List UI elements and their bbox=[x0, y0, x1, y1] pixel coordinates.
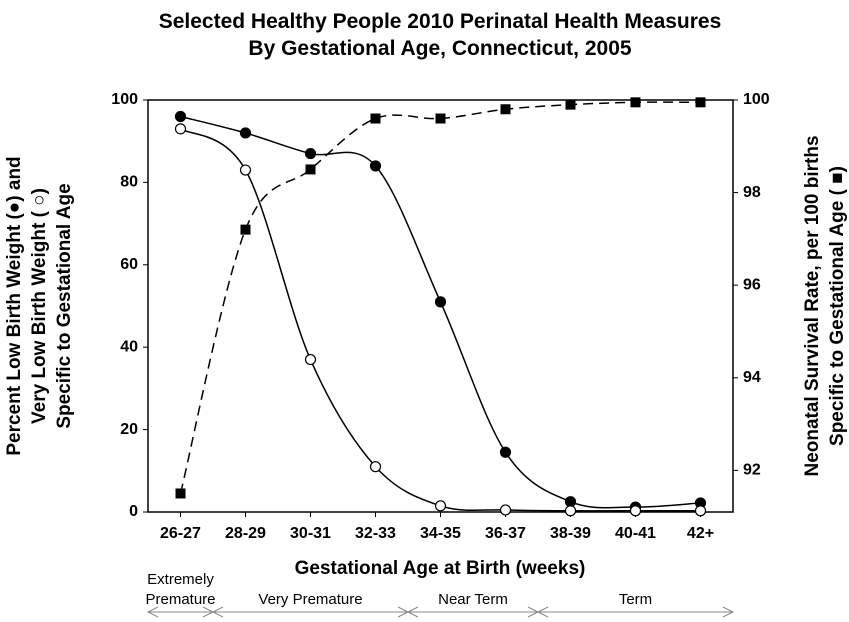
marker-circle bbox=[369, 461, 382, 473]
y2-tick-label: 96 bbox=[743, 276, 761, 293]
y2-tick-label: 94 bbox=[743, 369, 761, 386]
x-tick-label: 40-41 bbox=[615, 525, 656, 542]
marker-circle bbox=[304, 353, 317, 366]
x-tick-label: 36-37 bbox=[485, 525, 526, 542]
marker-circle bbox=[174, 110, 187, 123]
marker-square bbox=[630, 97, 641, 108]
y2-tick-label: 100 bbox=[743, 91, 770, 108]
chart-title: Selected Healthy People 2010 Perinatal H… bbox=[159, 10, 722, 33]
arrow-head bbox=[146, 606, 159, 618]
marker-circle bbox=[304, 147, 317, 160]
annotation-text: Near Term bbox=[438, 591, 508, 608]
series-line bbox=[180, 115, 701, 509]
series-line bbox=[180, 128, 701, 512]
annotation-text: Term bbox=[619, 591, 652, 608]
y-tick-label: 40 bbox=[120, 338, 138, 355]
y-tick-label: 100 bbox=[111, 91, 138, 108]
marker-circle bbox=[499, 504, 512, 516]
marker-circle bbox=[694, 505, 707, 517]
marker-square bbox=[435, 113, 446, 124]
y2-axis-label-line: Specific to Gestational Age ( ■) bbox=[827, 166, 848, 446]
marker-circle bbox=[434, 500, 447, 512]
x-tick-label: 32-33 bbox=[355, 525, 396, 542]
y2-tick-label: 98 bbox=[743, 184, 761, 201]
arrow-head bbox=[722, 606, 735, 618]
x-axis-label: Gestational Age at Birth (weeks) bbox=[295, 558, 586, 579]
y-tick-label: 20 bbox=[120, 421, 138, 438]
marker-square bbox=[565, 99, 576, 110]
chart-title: By Gestational Age, Connecticut, 2005 bbox=[248, 37, 631, 60]
y-axis-label-line: Very Low Birth Weight ( ○) bbox=[29, 188, 50, 424]
annotation-text: Extremely bbox=[147, 571, 214, 588]
y-tick-label: 60 bbox=[120, 256, 138, 273]
x-tick-label: 34-35 bbox=[420, 525, 461, 542]
marker-square bbox=[175, 488, 186, 499]
marker-circle bbox=[499, 446, 512, 458]
arrow-head bbox=[406, 606, 419, 618]
y2-axis-label: Neonatal Survival Rate, per 100 births Sp… bbox=[802, 135, 848, 476]
y-axis-label-line: Percent Low Birth Weight (●) and bbox=[4, 156, 25, 455]
marker-square bbox=[695, 97, 706, 108]
y2-axis-label-line: Neonatal Survival Rate, per 100 births bbox=[802, 135, 823, 476]
marker-square bbox=[305, 164, 316, 175]
marker-circle bbox=[239, 164, 252, 176]
marker-circle bbox=[369, 160, 382, 172]
x-tick-label: 42+ bbox=[687, 525, 714, 542]
y-tick-label: 0 bbox=[129, 503, 138, 520]
marker-circle bbox=[434, 296, 447, 308]
marker-circle bbox=[564, 505, 577, 517]
x-tick-label: 38-39 bbox=[550, 525, 591, 542]
marker-circle bbox=[174, 123, 187, 135]
annotation-text: Very Premature bbox=[258, 591, 362, 608]
marker-circle bbox=[239, 127, 252, 139]
marker-circle bbox=[629, 505, 642, 517]
x-tick-label: 30-31 bbox=[290, 525, 331, 542]
marker-square bbox=[500, 104, 511, 115]
y-axis-label-line: Specific to Gestational Age bbox=[54, 183, 75, 428]
marker-square bbox=[240, 224, 251, 235]
series-line bbox=[179, 101, 701, 494]
x-tick-label: 28-29 bbox=[225, 525, 266, 542]
y-axis-label: Percent Low Birth Weight (●) and Very Low… bbox=[4, 156, 75, 455]
arrow-head bbox=[536, 606, 549, 618]
x-tick-label: 26-27 bbox=[160, 525, 201, 542]
annotation-text: Premature bbox=[145, 591, 215, 608]
arrow-head bbox=[211, 606, 224, 618]
marker-square bbox=[370, 113, 381, 124]
y-tick-label: 80 bbox=[120, 174, 138, 191]
y2-tick-label: 92 bbox=[743, 462, 761, 479]
